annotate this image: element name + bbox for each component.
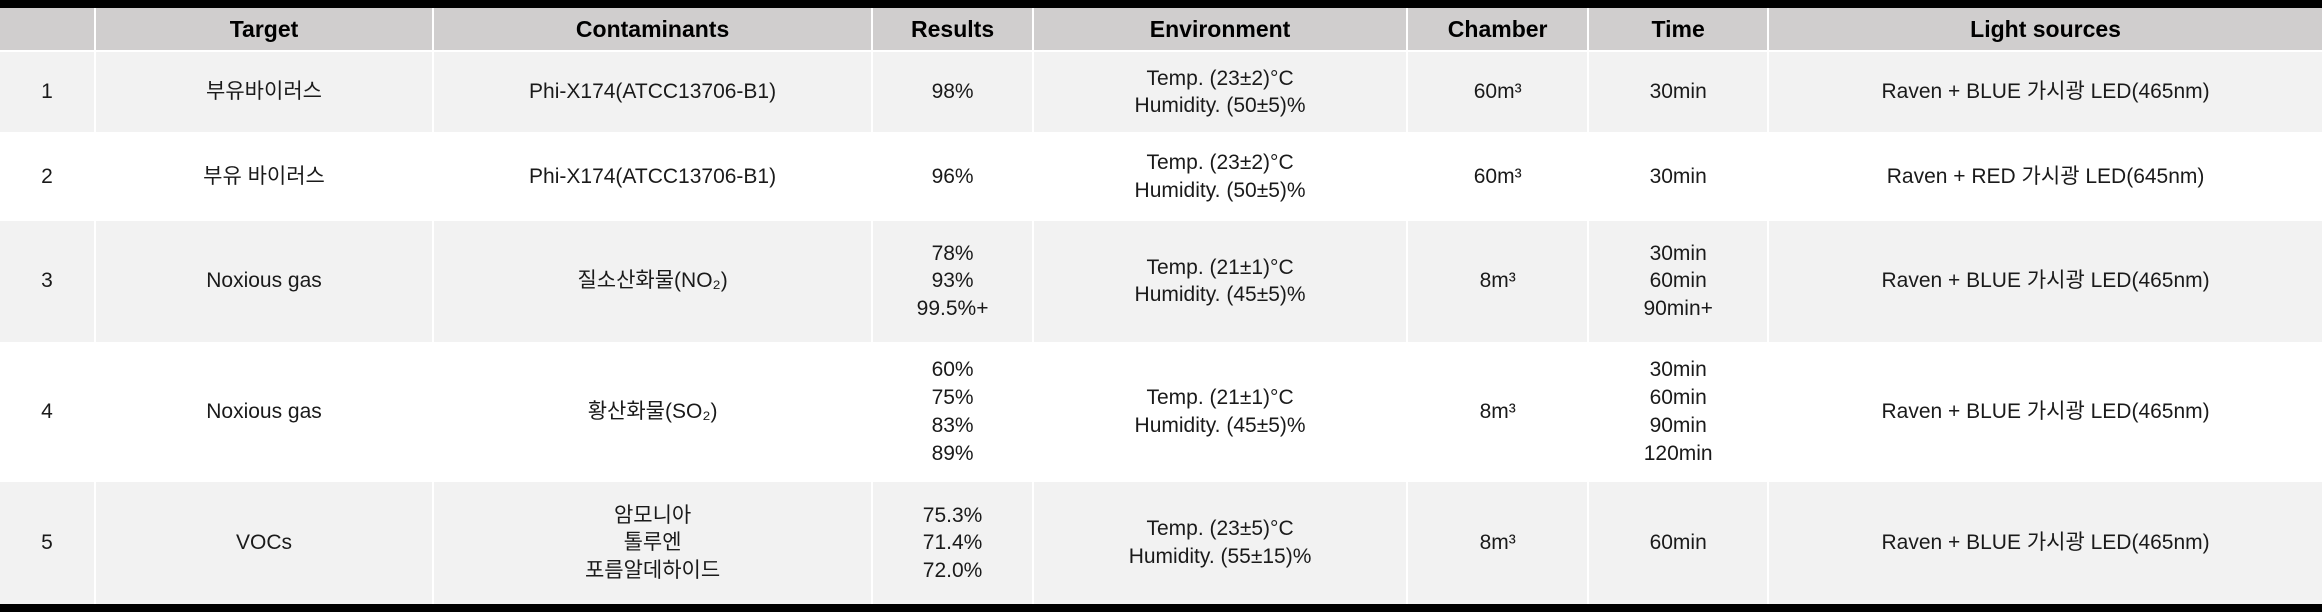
cell-target: 부유 바이러스 (93, 133, 434, 220)
cell-time: 30min (1587, 51, 1769, 134)
cell-light-sources: Raven + BLUE 가시광 LED(465nm) (1767, 51, 2322, 134)
cell-contaminants: 질소산화물(NO₂) (432, 219, 873, 343)
cell-target: 부유바이러스 (93, 51, 434, 134)
table-row: 5 VOCs 암모니아 톨루엔 포름알데하이드 75.3% 71.4% 72.0… (0, 481, 2322, 608)
cell-contaminants: Phi-X174(ATCC13706-B1) (432, 133, 873, 220)
cell-environment: Temp. (21±1)°C Humidity. (45±5)% (1032, 342, 1408, 482)
cell-index: 3 (0, 219, 95, 343)
column-header-chamber: Chamber (1406, 4, 1589, 51)
cell-light-sources: Raven + BLUE 가시광 LED(465nm) (1767, 481, 2322, 608)
column-header-light-sources: Light sources (1767, 4, 2322, 51)
cell-chamber: 8m³ (1406, 219, 1589, 343)
cell-contaminants: 암모니아 톨루엔 포름알데하이드 (432, 481, 873, 608)
cell-target: Noxious gas (93, 219, 434, 343)
cell-results: 75.3% 71.4% 72.0% (871, 481, 1034, 608)
cell-results: 60% 75% 83% 89% (871, 342, 1034, 482)
cell-index: 4 (0, 342, 95, 482)
table-row: 1 부유바이러스 Phi-X174(ATCC13706-B1) 98% Temp… (0, 51, 2322, 134)
cell-environment: Temp. (21±1)°C Humidity. (45±5)% (1032, 219, 1408, 343)
column-header-results: Results (871, 4, 1034, 51)
cell-target: VOCs (93, 481, 434, 608)
cell-time: 60min (1587, 481, 1769, 608)
cell-contaminants: 황산화물(SO₂) (432, 342, 873, 482)
cell-light-sources: Raven + BLUE 가시광 LED(465nm) (1767, 342, 2322, 482)
cell-contaminants: Phi-X174(ATCC13706-B1) (432, 51, 873, 134)
cell-results: 98% (871, 51, 1034, 134)
cell-light-sources: Raven + BLUE 가시광 LED(465nm) (1767, 219, 2322, 343)
cell-light-sources: Raven + RED 가시광 LED(645nm) (1767, 133, 2322, 220)
table-row: 4 Noxious gas 황산화물(SO₂) 60% 75% 83% 89% … (0, 342, 2322, 482)
column-header-contaminants: Contaminants (432, 4, 873, 51)
cell-chamber: 60m³ (1406, 51, 1589, 134)
table-row: 2 부유 바이러스 Phi-X174(ATCC13706-B1) 96% Tem… (0, 133, 2322, 220)
cell-chamber: 8m³ (1406, 342, 1589, 482)
cell-time: 30min 60min 90min 120min (1587, 342, 1769, 482)
column-header-index (0, 4, 95, 51)
cell-environment: Temp. (23±2)°C Humidity. (50±5)% (1032, 133, 1408, 220)
cell-results: 96% (871, 133, 1034, 220)
table-row: 3 Noxious gas 질소산화물(NO₂) 78% 93% 99.5%+ … (0, 219, 2322, 343)
column-header-target: Target (93, 4, 434, 51)
cell-time: 30min (1587, 133, 1769, 220)
cell-environment: Temp. (23±5)°C Humidity. (55±15)% (1032, 481, 1408, 608)
column-header-time: Time (1587, 4, 1769, 51)
cell-target: Noxious gas (93, 342, 434, 482)
cell-environment: Temp. (23±2)°C Humidity. (50±5)% (1032, 51, 1408, 134)
cell-index: 5 (0, 481, 95, 608)
cell-results: 78% 93% 99.5%+ (871, 219, 1034, 343)
cell-time: 30min 60min 90min+ (1587, 219, 1769, 343)
cell-chamber: 60m³ (1406, 133, 1589, 220)
cell-index: 1 (0, 51, 95, 134)
table-header-row: Target Contaminants Results Environment … (0, 4, 2322, 51)
cell-index: 2 (0, 133, 95, 220)
cell-chamber: 8m³ (1406, 481, 1589, 608)
column-header-environment: Environment (1032, 4, 1408, 51)
